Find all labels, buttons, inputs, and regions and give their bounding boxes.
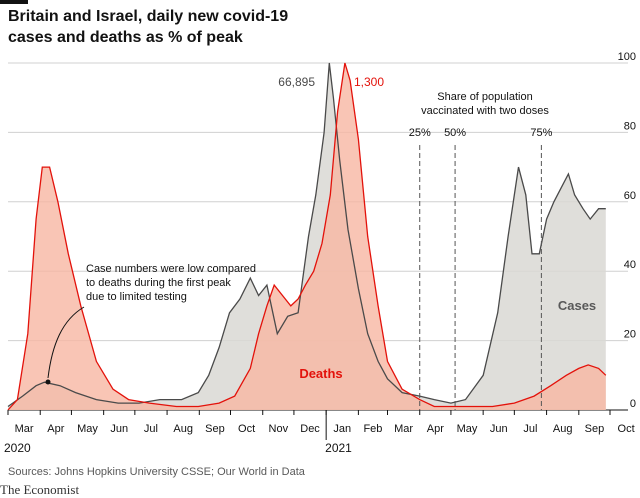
x-tick-label: Apr (427, 423, 444, 435)
cases-series-label: Cases (558, 298, 596, 313)
x-tick-label: Sep (585, 423, 605, 435)
x-tick-label: May (457, 423, 478, 435)
cases-peak-label: 66,895 (278, 75, 315, 89)
brand-accent-bar (0, 0, 28, 4)
x-tick-label: Feb (363, 423, 382, 435)
x-tick-label: Aug (553, 423, 573, 435)
x-tick-label: May (77, 423, 98, 435)
x-tick-label: Jun (110, 423, 128, 435)
y-tick-label: 0 (630, 398, 636, 410)
deaths-series-label: Deaths (299, 366, 342, 381)
vaccination-annotation-title: Share of population (437, 91, 532, 103)
y-tick-label: 60 (624, 190, 636, 202)
economist-brand-logo: The Economist (0, 482, 80, 497)
y-tick-label: 20 (624, 329, 636, 341)
vaccination-marker-label: 75% (530, 127, 552, 139)
x-tick-label: Jul (144, 423, 158, 435)
x-tick-label: Mar (394, 423, 413, 435)
x-tick-label: Jun (490, 423, 508, 435)
x-tick-label: Jan (333, 423, 351, 435)
note-pointer-line (47, 306, 85, 379)
x-tick-label: Mar (15, 423, 34, 435)
y-tick-label: 80 (624, 120, 636, 132)
x-tick-label: Apr (47, 423, 64, 435)
chart-title: Britain and Israel, daily new covid-19 c… (8, 8, 289, 46)
testing-note: to deaths during the first peak (86, 277, 231, 289)
x-tick-label: Sep (205, 423, 225, 435)
year-label: 2020 (4, 441, 31, 455)
year-label: 2021 (325, 441, 352, 455)
vaccination-annotation-title: vaccinated with two doses (421, 105, 549, 117)
x-tick-label: Oct (238, 423, 255, 435)
deaths-area (8, 63, 606, 410)
x-tick-label: Dec (300, 423, 320, 435)
x-tick-label: Nov (269, 423, 289, 435)
testing-note: Case numbers were low compared (86, 263, 256, 275)
testing-note: due to limited testing (86, 291, 187, 303)
vaccination-marker-label: 50% (444, 127, 466, 139)
y-tick-label: 40 (624, 259, 636, 271)
deaths-line (7, 62, 607, 411)
source-note: Sources: Johns Hopkins University CSSE; … (8, 466, 305, 478)
x-tick-label: Aug (173, 423, 193, 435)
note-pointer-dot (45, 379, 51, 385)
y-tick-label: 100 (618, 51, 636, 63)
deaths-peak-label: 1,300 (354, 75, 384, 89)
vaccination-marker-label: 25% (409, 127, 431, 139)
x-tick-label: Jul (523, 423, 537, 435)
x-tick-label: Oct (618, 423, 635, 435)
